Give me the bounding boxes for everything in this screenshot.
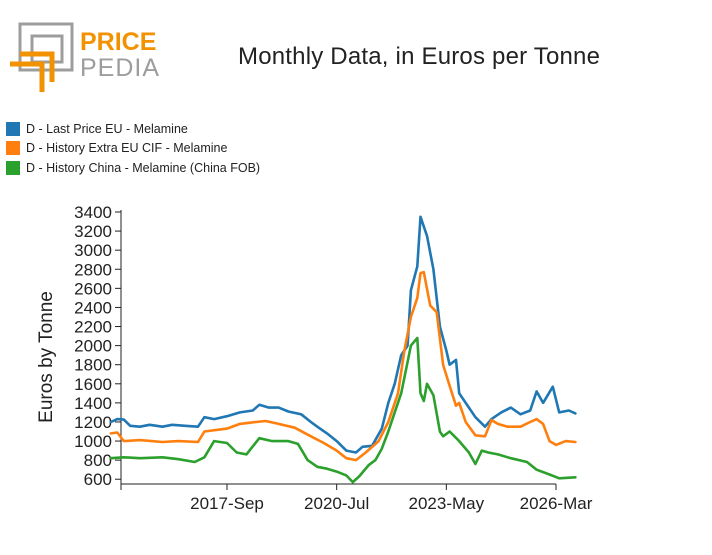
x-tick-label: 2026-Mar <box>520 494 593 513</box>
y-tick-label: 2600 <box>74 279 112 298</box>
y-axis-label: Euros by Tonne <box>36 291 57 423</box>
x-tick-label: 2020-Jul <box>304 494 369 513</box>
legend-label: D - History Extra EU CIF - Melamine <box>26 141 228 156</box>
legend-label: D - History China - Melamine (China FOB) <box>26 160 261 175</box>
legend-swatch <box>6 121 20 136</box>
logo-square-inner-gray <box>30 34 64 64</box>
legend-item-3[interactable]: D - History China - Melamine (China FOB) <box>6 158 260 178</box>
legend-swatch <box>6 141 20 156</box>
plot-lines <box>109 215 577 484</box>
logo-square-gray <box>18 22 74 72</box>
pricepedia-logo: PRICE PEDIA <box>10 22 160 92</box>
series-line-2 <box>109 270 577 462</box>
x-tick-label: 2017-Sep <box>190 494 264 513</box>
legend-item-1[interactable]: D - Last Price EU - Melamine <box>6 119 260 139</box>
y-tick-label: 1800 <box>74 356 112 375</box>
chart-title: Monthly Data, in Euros per Tonne <box>238 43 601 70</box>
y-tick-label: 3400 <box>74 203 112 222</box>
legend: D - Last Price EU - Melamine D - History … <box>6 119 260 178</box>
x-axis: 2017-Sep 2020-Jul 2023-May 2026-Mar <box>120 483 593 513</box>
y-tick-label: 1000 <box>74 432 112 451</box>
series-line-3 <box>109 336 577 484</box>
logo-text-price: PRICE <box>80 28 156 56</box>
y-tick-label: 800 <box>84 451 112 470</box>
y-tick-label: 3000 <box>74 241 112 260</box>
y-tick-label: 1400 <box>74 394 112 413</box>
y-tick-label: 600 <box>84 470 112 489</box>
y-tick-label: 3200 <box>74 222 112 241</box>
logo-corner-orange-2 <box>20 51 55 82</box>
y-tick-label: 2200 <box>74 318 112 337</box>
logo-corner-orange-1 <box>10 61 45 92</box>
y-tick-label: 2000 <box>74 337 112 356</box>
y-axis: 6008001000120014001600180020002200240026… <box>74 203 122 489</box>
y-tick-label: 1600 <box>74 375 112 394</box>
series-line-1 <box>109 215 577 454</box>
logo-text-pedia: PEDIA <box>80 54 160 82</box>
legend-item-2[interactable]: D - History Extra EU CIF - Melamine <box>6 139 260 159</box>
y-tick-label: 1200 <box>74 413 112 432</box>
y-tick-label: 2400 <box>74 298 112 317</box>
legend-swatch <box>6 160 20 175</box>
legend-label: D - Last Price EU - Melamine <box>26 121 188 136</box>
x-tick-label: 2023-May <box>409 494 485 513</box>
y-tick-label: 2800 <box>74 260 112 279</box>
